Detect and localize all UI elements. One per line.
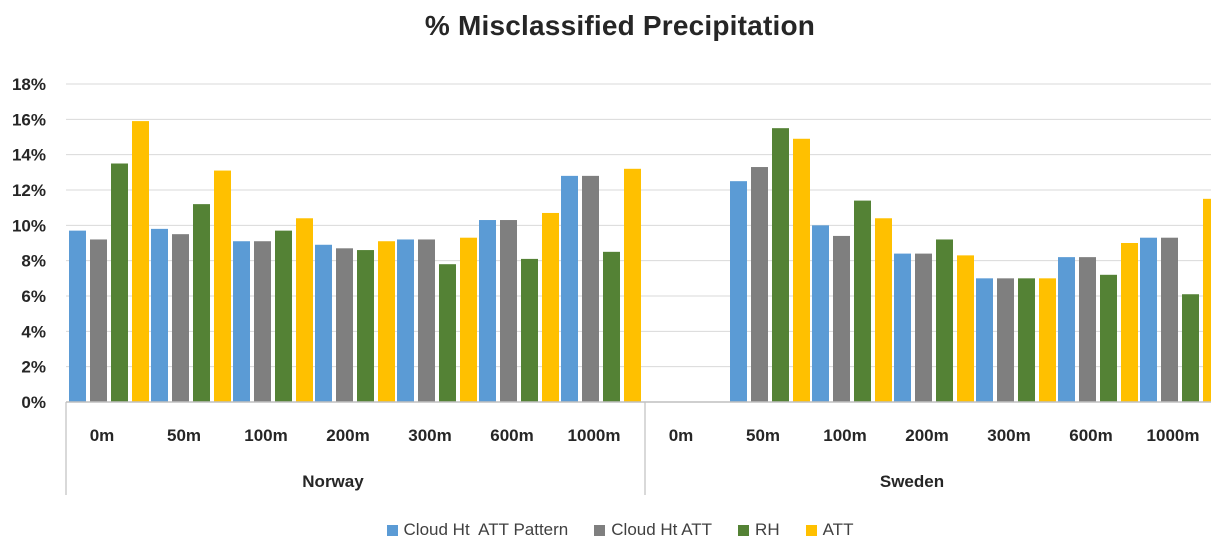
x-tick-label: 50m [167,426,201,445]
bar [1018,278,1035,402]
x-tick-label: 200m [905,426,948,445]
bar [1161,237,1178,402]
bar [233,241,250,402]
bar [214,170,231,402]
bar [1058,257,1075,402]
bar [1121,243,1138,402]
bar [915,253,932,402]
legend-label: ATT [822,520,854,539]
y-tick-label: 18% [12,75,46,94]
legend: Cloud Ht ATT Pattern Cloud Ht ATT RH ATT [0,520,1211,540]
y-tick-label: 6% [21,287,46,306]
bar [315,244,332,402]
x-tick-label: 1000m [568,426,621,445]
bar [561,175,578,402]
bar [397,239,414,402]
bar [1039,278,1056,402]
bar [111,163,128,402]
bar [296,218,313,402]
bar [439,264,456,402]
x-tick-label: 0m [90,426,115,445]
bar [957,255,974,402]
bar [542,212,559,402]
bar [976,278,993,402]
axis-labels: 0% 2% 4% 6% 8% 10% 12% 14% 16% 18% 0m 50m 100m 200m 30… [12,75,1200,491]
bar [1203,198,1211,402]
bar [997,278,1014,402]
x-tick-label: 100m [244,426,287,445]
bar [833,235,850,402]
bar [500,220,517,402]
x-tick-label: 100m [823,426,866,445]
chart-title: % Misclassified Precipitation [424,10,816,41]
bar [90,239,107,402]
y-tick-label: 12% [12,181,46,200]
bar [275,230,292,402]
bar [812,225,829,402]
bar [854,200,871,402]
y-tick-label: 14% [12,146,46,165]
bar [151,228,168,402]
legend-item: RH [738,520,780,540]
bar [1079,257,1096,402]
bar [875,218,892,402]
bar [751,167,768,402]
bar [193,204,210,402]
y-tick-label: 4% [21,322,46,341]
x-tick-label: 600m [490,426,533,445]
bar [1182,294,1199,402]
group-label: Sweden [880,472,944,491]
bar [582,175,599,402]
bar [254,241,271,402]
y-tick-label: 0% [21,393,46,412]
legend-label: Cloud Ht ATT [611,520,713,539]
bar [418,239,435,402]
bar [793,138,810,402]
legend-item: Cloud Ht ATT Pattern [386,520,569,540]
legend-item: Cloud Ht ATT [594,520,712,540]
bar [603,251,620,402]
x-tick-label: 1000m [1147,426,1200,445]
bar [1140,237,1157,402]
bar [357,250,374,402]
x-tick-label: 600m [1069,426,1112,445]
bar [624,168,641,402]
bar [460,237,477,402]
bar [336,248,353,402]
x-tick-label: 300m [408,426,451,445]
legend-label: RH [755,520,780,539]
y-tick-label: 16% [12,110,46,129]
bar [172,234,189,402]
bar [378,241,395,402]
x-tick-label: 50m [746,426,780,445]
bar [69,230,86,402]
y-tick-label: 2% [21,358,46,377]
y-tick-label: 10% [12,216,46,235]
bar [772,128,789,402]
bars [69,121,1211,402]
x-tick-label: 200m [326,426,369,445]
bar [730,181,747,402]
x-tick-label: 300m [987,426,1030,445]
bar [521,258,538,402]
bar [1100,274,1117,402]
y-tick-label: 8% [21,252,46,271]
bar [936,239,953,402]
legend-label: Cloud Ht ATT Pattern [403,520,569,539]
axes [65,401,1211,495]
group-label: Norway [302,472,364,491]
legend-item: ATT [805,520,854,540]
bar [132,121,149,402]
legend-swatch [805,524,817,536]
legend-swatch [386,524,398,536]
legend-swatch [738,524,750,536]
bar [479,220,496,402]
legend-swatch [594,524,606,536]
bar [894,253,911,402]
x-tick-label: 0m [669,426,694,445]
